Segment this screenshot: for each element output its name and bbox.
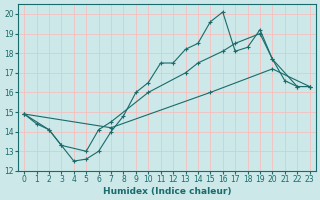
X-axis label: Humidex (Indice chaleur): Humidex (Indice chaleur) — [103, 187, 231, 196]
